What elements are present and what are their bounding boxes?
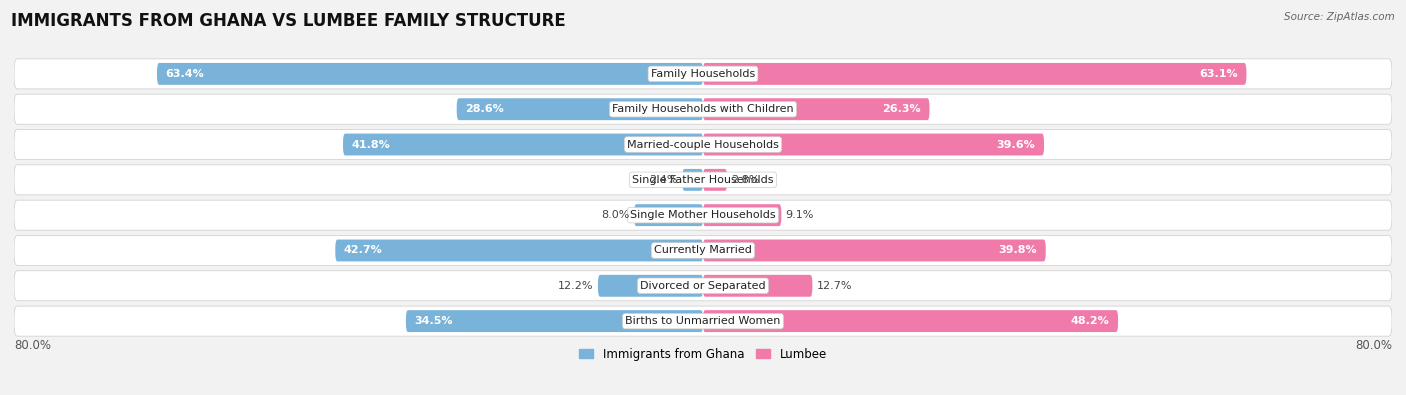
Text: 63.1%: 63.1% [1199,69,1237,79]
Text: 41.8%: 41.8% [352,139,391,150]
FancyBboxPatch shape [14,271,1392,301]
Text: Family Households with Children: Family Households with Children [612,104,794,114]
FancyBboxPatch shape [157,63,703,85]
Text: Source: ZipAtlas.com: Source: ZipAtlas.com [1284,12,1395,22]
Text: 12.2%: 12.2% [558,281,593,291]
Text: 39.6%: 39.6% [997,139,1035,150]
FancyBboxPatch shape [703,310,1118,332]
Text: 2.8%: 2.8% [731,175,759,185]
Text: 34.5%: 34.5% [415,316,453,326]
FancyBboxPatch shape [703,134,1045,156]
Text: 28.6%: 28.6% [465,104,505,114]
FancyBboxPatch shape [406,310,703,332]
Text: 9.1%: 9.1% [786,210,814,220]
FancyBboxPatch shape [598,275,703,297]
Text: 42.7%: 42.7% [344,245,382,256]
FancyBboxPatch shape [343,134,703,156]
Text: 80.0%: 80.0% [14,339,51,352]
Text: 12.7%: 12.7% [817,281,852,291]
FancyBboxPatch shape [703,98,929,120]
FancyBboxPatch shape [703,204,782,226]
Text: 48.2%: 48.2% [1071,316,1109,326]
FancyBboxPatch shape [682,169,703,191]
Text: Family Households: Family Households [651,69,755,79]
Text: Births to Unmarried Women: Births to Unmarried Women [626,316,780,326]
Text: 2.4%: 2.4% [650,175,678,185]
FancyBboxPatch shape [14,200,1392,230]
Text: IMMIGRANTS FROM GHANA VS LUMBEE FAMILY STRUCTURE: IMMIGRANTS FROM GHANA VS LUMBEE FAMILY S… [11,12,567,30]
FancyBboxPatch shape [14,235,1392,265]
Text: 26.3%: 26.3% [882,104,921,114]
FancyBboxPatch shape [634,204,703,226]
FancyBboxPatch shape [14,306,1392,336]
Text: Married-couple Households: Married-couple Households [627,139,779,150]
FancyBboxPatch shape [703,169,727,191]
Legend: Immigrants from Ghana, Lumbee: Immigrants from Ghana, Lumbee [575,343,831,366]
FancyBboxPatch shape [14,59,1392,89]
FancyBboxPatch shape [335,239,703,261]
Text: Divorced or Separated: Divorced or Separated [640,281,766,291]
FancyBboxPatch shape [14,94,1392,124]
Text: Currently Married: Currently Married [654,245,752,256]
Text: 80.0%: 80.0% [1355,339,1392,352]
FancyBboxPatch shape [703,63,1246,85]
FancyBboxPatch shape [457,98,703,120]
FancyBboxPatch shape [703,239,1046,261]
Text: 63.4%: 63.4% [166,69,204,79]
FancyBboxPatch shape [14,165,1392,195]
Text: Single Father Households: Single Father Households [633,175,773,185]
Text: Single Mother Households: Single Mother Households [630,210,776,220]
Text: 8.0%: 8.0% [602,210,630,220]
Text: 39.8%: 39.8% [998,245,1038,256]
FancyBboxPatch shape [14,130,1392,160]
FancyBboxPatch shape [703,275,813,297]
